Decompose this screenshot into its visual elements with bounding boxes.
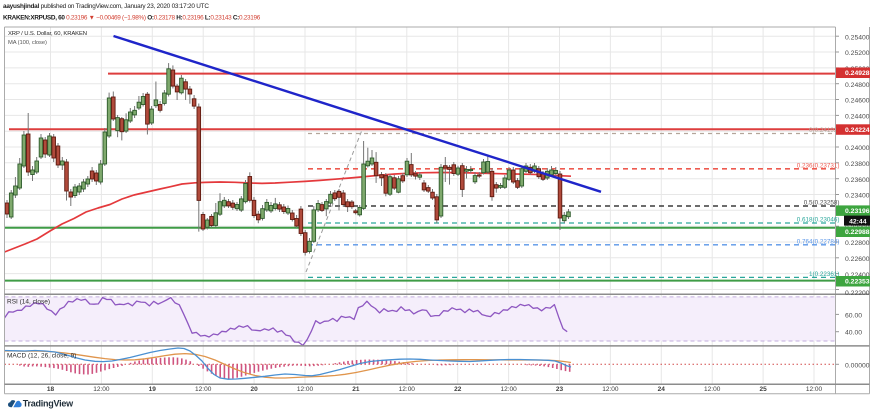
- svg-text:0.22988: 0.22988: [845, 229, 870, 236]
- svg-text:0.00000: 0.00000: [845, 362, 870, 369]
- svg-text:0.24224: 0.24224: [845, 127, 870, 134]
- svg-text:0.24800: 0.24800: [845, 82, 870, 89]
- svg-text:12:00: 12:00: [195, 386, 212, 393]
- svg-text:22: 22: [454, 386, 462, 393]
- svg-text:0.23600: 0.23600: [845, 177, 870, 184]
- svg-text:MACD (12, 26, close, 9): MACD (12, 26, close, 9): [7, 353, 76, 360]
- svg-text:1(0.22361): 1(0.22361): [809, 271, 839, 278]
- svg-text:12:00: 12:00: [806, 386, 823, 393]
- svg-text:19: 19: [149, 386, 157, 393]
- svg-text:0.24928: 0.24928: [845, 70, 870, 77]
- svg-text:21: 21: [352, 386, 360, 393]
- svg-text:23: 23: [556, 386, 564, 393]
- svg-text:42:44: 42:44: [849, 218, 867, 225]
- svg-text:18: 18: [47, 386, 55, 393]
- svg-text:24: 24: [658, 386, 666, 393]
- svg-text:40.00: 40.00: [845, 330, 862, 337]
- svg-text:12:00: 12:00: [602, 386, 619, 393]
- svg-text:0.23196: 0.23196: [845, 208, 870, 215]
- svg-text:0.23400: 0.23400: [845, 193, 870, 200]
- svg-text:25: 25: [759, 386, 767, 393]
- svg-text:RSI (14, close): RSI (14, close): [7, 299, 50, 306]
- svg-text:MA (100, close): MA (100, close): [8, 40, 47, 46]
- svg-text:0.24600: 0.24600: [845, 98, 870, 105]
- svg-text:12:00: 12:00: [297, 386, 314, 393]
- svg-text:60.00: 60.00: [845, 312, 862, 319]
- svg-text:12:00: 12:00: [500, 386, 517, 393]
- svg-text:0.23800: 0.23800: [845, 161, 870, 168]
- svg-text:0.764(0.22784): 0.764(0.22784): [797, 239, 840, 246]
- svg-text:0.22800: 0.22800: [845, 240, 870, 247]
- svg-text:KRAKEN:XRPUSD, 60 0.23196 ▼ −0: KRAKEN:XRPUSD, 60 0.23196 ▼ −0.00469 (−1…: [3, 14, 261, 21]
- svg-text:0.5(0.23258): 0.5(0.23258): [804, 200, 840, 207]
- svg-text:TradingView: TradingView: [23, 398, 74, 408]
- svg-text:12:00: 12:00: [399, 386, 416, 393]
- svg-text:0.22400: 0.22400: [845, 272, 870, 279]
- svg-text:0.25400: 0.25400: [845, 34, 870, 41]
- svg-text:aayushjindal published on Trad: aayushjindal published on TradingView.co…: [3, 3, 209, 10]
- svg-text:XRP / U.S. Dollar, 60, KRAKEN: XRP / U.S. Dollar, 60, KRAKEN: [8, 31, 87, 37]
- svg-text:12:00: 12:00: [93, 386, 110, 393]
- svg-text:0.236(0.23731): 0.236(0.23731): [797, 163, 840, 170]
- svg-text:0.24000: 0.24000: [845, 145, 870, 152]
- svg-text:0.618(0.23046): 0.618(0.23046): [797, 217, 840, 224]
- svg-text:0.22353: 0.22353: [845, 279, 870, 286]
- svg-text:20: 20: [250, 386, 258, 393]
- svg-text:0.24400: 0.24400: [845, 114, 870, 121]
- svg-text:0(0.24192): 0(0.24192): [809, 127, 839, 134]
- svg-text:0.22200: 0.22200: [845, 290, 870, 297]
- svg-text:0.25200: 0.25200: [845, 50, 870, 57]
- svg-text:0.22600: 0.22600: [845, 256, 870, 263]
- svg-text:12:00: 12:00: [704, 386, 721, 393]
